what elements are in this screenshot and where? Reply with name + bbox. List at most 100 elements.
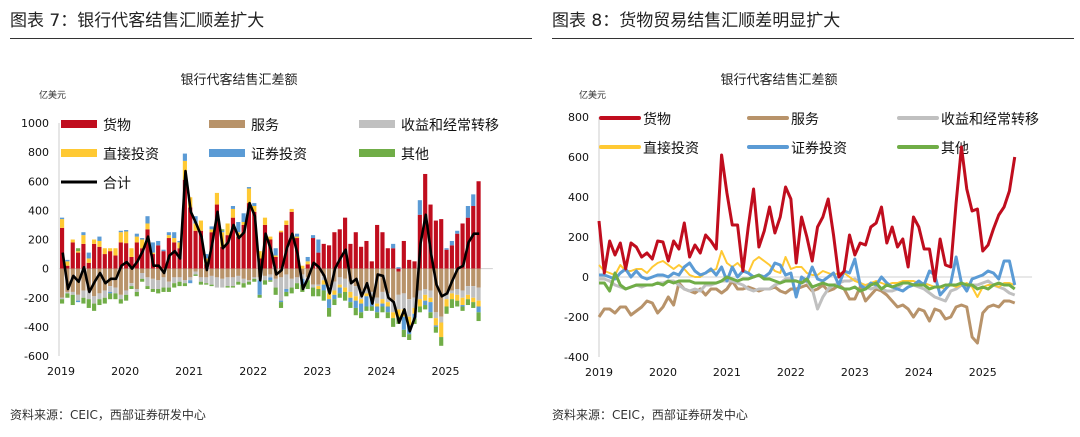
bar-other — [108, 293, 113, 300]
bar-services — [278, 268, 284, 278]
right-y-tick-label: 800 — [568, 111, 589, 124]
bar-services — [182, 268, 187, 281]
bar-income — [246, 280, 252, 282]
bar-goods — [268, 239, 273, 269]
bar-services — [401, 268, 406, 294]
bar-direct — [407, 316, 412, 326]
bar-other — [246, 281, 252, 285]
bar-other — [102, 297, 107, 304]
bar-income — [401, 293, 406, 310]
bar-direct — [166, 235, 171, 239]
bar-direct — [113, 248, 118, 256]
bar-portfolio — [433, 325, 438, 327]
bar-goods — [182, 179, 187, 269]
bar-income — [65, 291, 70, 294]
left-x-tick-label: 2019 — [47, 365, 75, 378]
bar-portfolio — [188, 280, 193, 284]
bar-income — [209, 275, 214, 285]
bar-other — [444, 306, 449, 314]
bar-portfolio — [417, 200, 422, 215]
bar-portfolio — [161, 249, 166, 252]
bar-income — [241, 278, 246, 284]
bar-other — [401, 329, 406, 338]
bar-other — [193, 274, 198, 276]
bar-portfolio — [449, 240, 454, 246]
bar-income — [337, 277, 342, 285]
left-y-tick-label: 400 — [28, 204, 49, 217]
bar-income — [166, 281, 171, 288]
bar-services — [81, 268, 86, 291]
line-other — [599, 271, 1016, 293]
right-x-tick-label: 2019 — [585, 366, 613, 379]
bar-goods — [70, 242, 75, 269]
bar-income — [252, 277, 257, 279]
left-x-tick-label: 2023 — [303, 365, 331, 378]
bar-goods — [76, 252, 81, 269]
left-x-tick-label: 2022 — [239, 365, 267, 378]
bar-income — [177, 277, 182, 282]
bar-goods — [193, 230, 198, 269]
bar-portfolio — [81, 232, 86, 236]
bar-other — [294, 283, 300, 290]
bar-portfolio — [321, 284, 326, 291]
bar-direct — [316, 286, 321, 290]
bar-goods — [172, 242, 177, 269]
bar-portfolio — [241, 213, 246, 223]
bar-goods — [471, 206, 476, 269]
bar-direct — [257, 251, 262, 259]
bar-portfolio — [353, 300, 358, 308]
bar-direct — [268, 236, 273, 240]
bar-other — [423, 305, 428, 310]
bar-goods — [113, 255, 118, 269]
bar-other — [284, 291, 289, 297]
bar-income — [391, 300, 396, 313]
bar-services — [294, 268, 300, 278]
bar-income — [129, 283, 134, 287]
bar-portfolio — [145, 216, 150, 224]
right-y-tick-label: -400 — [564, 351, 589, 364]
bar-income — [230, 277, 236, 287]
bar-income — [262, 275, 268, 281]
bar-income — [60, 297, 65, 300]
left-y-tick-label: 200 — [28, 234, 49, 247]
bar-other — [417, 306, 422, 313]
bar-services — [150, 268, 155, 279]
right-x-tick-label: 2022 — [777, 366, 805, 379]
left-y-tick-label: 600 — [28, 175, 49, 188]
bar-goods — [124, 243, 129, 269]
right-chart-title: 银行代客结售汇差额 — [720, 72, 837, 88]
bar-other — [305, 280, 310, 290]
bar-income — [396, 294, 401, 310]
bar-direct — [273, 255, 278, 257]
bar-direct — [118, 232, 123, 243]
bar-portfolio — [150, 242, 155, 253]
bar-direct — [396, 309, 401, 317]
bar-other — [391, 318, 396, 327]
bar-other — [150, 289, 155, 292]
bar-services — [385, 268, 390, 294]
bar-portfolio — [332, 294, 337, 300]
bar-services — [343, 268, 348, 279]
left-y-tick-label: 0 — [42, 263, 49, 276]
bar-direct — [476, 300, 481, 307]
bar-direct — [129, 248, 134, 257]
bar-portfolio — [118, 230, 123, 233]
bar-portfolio — [348, 297, 353, 303]
bar-other — [134, 291, 139, 297]
bar-goods — [348, 243, 353, 269]
bar-direct — [102, 248, 107, 255]
bar-services — [433, 268, 438, 313]
bar-income — [417, 290, 422, 300]
total-line — [61, 169, 480, 333]
bar-goods — [444, 249, 449, 269]
bar-direct — [193, 223, 198, 231]
bar-income — [156, 280, 161, 290]
bar-goods — [230, 217, 236, 269]
left-legend-swatch-other — [359, 149, 395, 157]
bar-portfolio — [273, 248, 278, 256]
bar-services — [97, 268, 102, 294]
bar-other — [97, 299, 102, 306]
bar-services — [380, 268, 385, 292]
bar-goods — [401, 240, 406, 269]
